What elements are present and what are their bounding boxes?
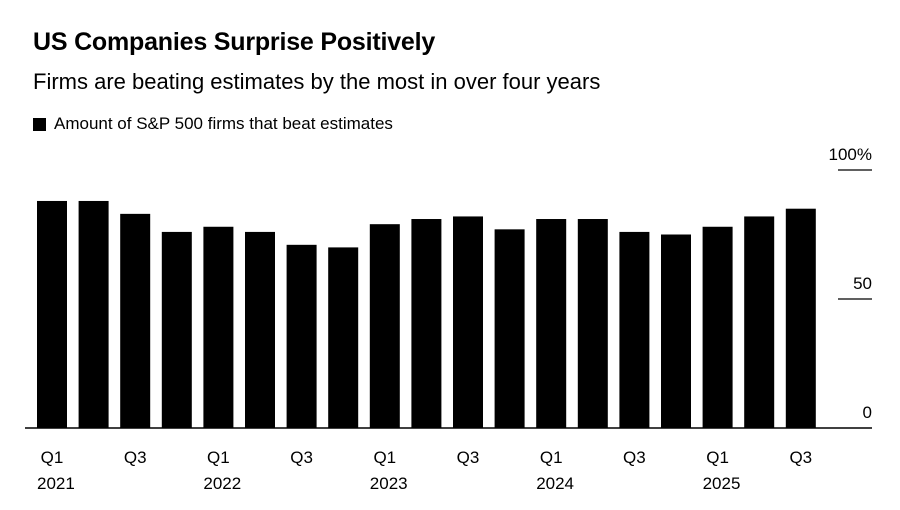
chart-title: US Companies Surprise Positively (33, 28, 436, 56)
x-tick-label-quarter: Q3 (457, 448, 480, 467)
bar-q2-2023 (411, 219, 442, 428)
y-tick-label: 0 (863, 403, 872, 422)
bar-q3-2025 (785, 208, 816, 428)
x-tick-label-year: 2022 (203, 474, 241, 493)
x-tick-label-year: 2025 (703, 474, 741, 493)
bar-q4-2024 (661, 234, 691, 428)
x-tick-label-year: 2023 (370, 474, 408, 493)
y-axis: 100% 50 0 (829, 145, 872, 422)
x-axis: Q1 2021 Q3 Q1 2022 Q3 Q1 2023 Q3 Q1 2024 Q3 Q1 2025 Q3 (25, 427, 872, 493)
bar-q2-2022 (245, 231, 275, 428)
x-tick-label-quarter: Q1 (373, 448, 396, 467)
x-tick-label-quarter: Q3 (789, 448, 812, 467)
chart-subtitle: Firms are beating estimates by the most … (33, 69, 601, 94)
legend: Amount of S&P 500 firms that beat estima… (33, 114, 393, 134)
x-tick-label-quarter: Q1 (207, 448, 230, 467)
x-tick-label-quarter: Q1 (540, 448, 563, 467)
x-tick-label-year: 2024 (536, 474, 574, 493)
bar-q1-2021 (37, 200, 67, 428)
x-tick-label-quarter: Q1 (41, 448, 64, 467)
bar-q4-2021 (161, 231, 192, 428)
bar-q1-2024 (536, 219, 567, 428)
bar-q3-2024 (619, 231, 650, 428)
bar-q1-2022 (203, 226, 234, 428)
bar-q4-2023 (494, 229, 525, 428)
y-tick-label: 50 (853, 274, 872, 293)
y-tick-label: 100% (829, 145, 872, 164)
bar-q1-2023 (369, 224, 400, 428)
x-tick-label-quarter: Q3 (623, 448, 646, 467)
bar-q2-2025 (744, 216, 775, 428)
bars-group (37, 200, 816, 428)
bar-q1-2025 (702, 226, 733, 428)
x-tick-label-year: 2021 (37, 474, 75, 493)
bar-q3-2023 (453, 216, 483, 428)
bar-q3-2021 (120, 213, 151, 428)
bar-q2-2021 (78, 200, 109, 428)
legend-swatch (33, 117, 46, 131)
x-tick-label-quarter: Q1 (706, 448, 729, 467)
x-tick-label-quarter: Q3 (124, 448, 147, 467)
bar-q4-2022 (328, 247, 359, 428)
bar-q2-2024 (577, 219, 608, 428)
x-tick-label-quarter: Q3 (290, 448, 313, 467)
bar-q3-2022 (286, 244, 317, 428)
legend-label: Amount of S&P 500 firms that beat estima… (54, 114, 393, 133)
